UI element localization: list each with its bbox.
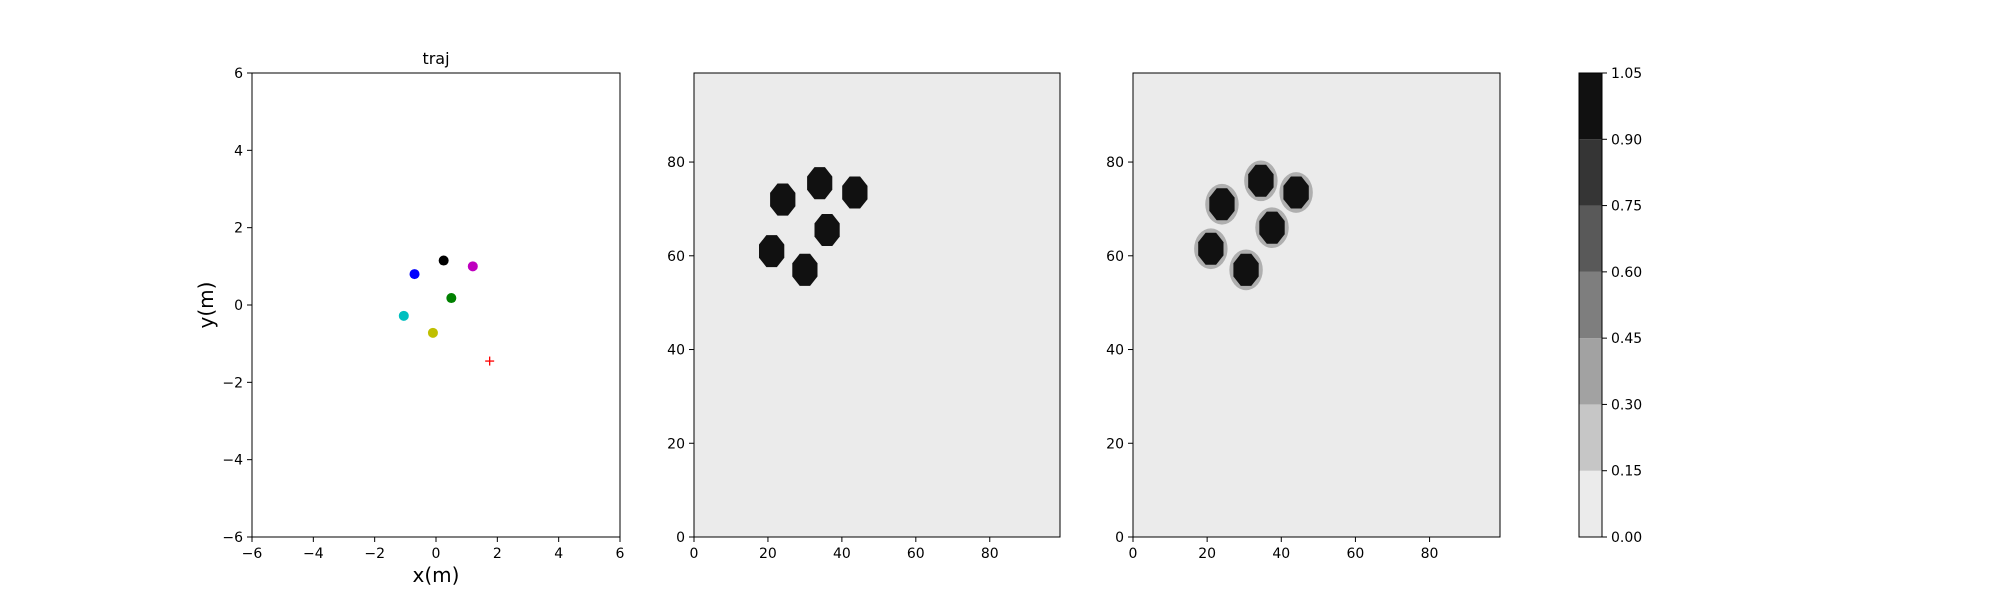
traj-y-ticks: −6 −4 −2 0 2 4 6 [222, 66, 252, 546]
x-tick-label: 2 [493, 546, 502, 562]
heatmap-2-x-ticks: 0 20 40 60 80 [1129, 537, 1439, 562]
scatter-point [446, 293, 457, 304]
traj-points [398, 255, 495, 366]
heatmap-1-y-ticks: 0 20 40 60 80 [667, 155, 694, 546]
colorbar-band [1579, 271, 1602, 339]
y-tick-label: 60 [1106, 249, 1124, 265]
heatmap-1-x-ticks: 0 20 40 60 80 [690, 537, 999, 562]
colorbar-band [1579, 205, 1602, 272]
y-tick-label: 20 [667, 436, 685, 452]
target-plus-marker [485, 356, 495, 366]
x-tick-label: 60 [907, 546, 925, 562]
heatmap-panel-2: 0 20 40 60 80 0 20 40 60 80 [1106, 72, 1501, 562]
heatmap-blob [1248, 164, 1274, 197]
colorbar-tick-label: 0.45 [1611, 331, 1642, 347]
heatmap-blob [1283, 176, 1309, 209]
y-tick-label: 80 [667, 155, 685, 171]
heatmap-2-blobs [1194, 160, 1313, 291]
colorbar-tick-label: 1.05 [1611, 66, 1642, 82]
heatmap-blob [1209, 188, 1235, 221]
traj-y-axis-label: y(m) [194, 282, 218, 329]
colorbar-band [1579, 404, 1602, 471]
colorbar-tick-label: 0.75 [1611, 199, 1642, 215]
colorbar-tick-label: 0.90 [1611, 132, 1642, 148]
x-tick-label: 40 [833, 546, 851, 562]
colorbar-band [1579, 139, 1602, 206]
x-tick-label: 0 [690, 546, 699, 562]
colorbar-ticks: 0.00 0.15 0.30 0.45 0.60 0.75 0.90 1.05 [1602, 66, 1642, 546]
x-tick-label: 6 [616, 546, 625, 562]
colorbar-frame [1578, 72, 1603, 538]
x-tick-label: 20 [759, 546, 777, 562]
heatmap-blob [759, 235, 785, 268]
colorbar-band [1579, 470, 1602, 537]
heatmap-blob [814, 214, 840, 246]
x-tick-label: 80 [1421, 546, 1439, 562]
colorbar: 0.00 0.15 0.30 0.45 0.60 0.75 0.90 1.05 [1578, 66, 1642, 546]
y-tick-label: 20 [1106, 436, 1124, 452]
heatmap-2-y-ticks: 0 20 40 60 80 [1106, 155, 1133, 546]
scatter-point [427, 327, 438, 338]
colorbar-tick-label: 0.15 [1611, 464, 1642, 480]
heatmap-1-background [694, 73, 1060, 537]
x-tick-label: 0 [432, 546, 441, 562]
scatter-point [438, 255, 449, 266]
colorbar-tick-label: 0.00 [1611, 530, 1642, 546]
heatmap-2-background [1133, 73, 1500, 537]
heatmap-blob [770, 183, 796, 216]
x-tick-label: 60 [1347, 546, 1365, 562]
traj-panel: traj −6 −4 −2 0 2 4 6 −6 −4 −2 0 2 4 6 x(m) y(m) [194, 49, 625, 587]
traj-title: traj [422, 49, 449, 68]
x-tick-label: 80 [981, 546, 999, 562]
heatmap-1-axes-frame [693, 72, 1061, 538]
colorbar-tick-label: 0.60 [1611, 265, 1642, 281]
traj-plot-area [252, 73, 620, 537]
y-tick-label: −6 [222, 530, 243, 546]
y-tick-label: 2 [234, 221, 243, 237]
scatter-point [467, 261, 478, 272]
heatmap-2-axes-frame [1132, 72, 1501, 538]
y-tick-label: 60 [667, 249, 685, 265]
x-tick-label: −4 [303, 546, 324, 562]
x-tick-label: 0 [1129, 546, 1138, 562]
y-tick-label: 0 [676, 530, 685, 546]
x-tick-label: 40 [1272, 546, 1290, 562]
scatter-point [398, 310, 409, 321]
heatmap-panel-1: 0 20 40 60 80 0 20 40 60 80 [667, 72, 1061, 562]
y-tick-label: 40 [1106, 343, 1124, 359]
y-tick-label: 6 [234, 66, 243, 82]
colorbar-band [1579, 338, 1602, 405]
y-tick-label: 4 [234, 143, 243, 159]
colorbar-band [1579, 73, 1602, 140]
x-tick-label: −6 [242, 546, 263, 562]
x-tick-label: 4 [554, 546, 563, 562]
scatter-point [409, 269, 420, 280]
colorbar-bands [1579, 73, 1602, 537]
y-tick-label: −4 [222, 453, 243, 469]
heatmap-1-blobs [759, 167, 868, 286]
heatmap-blob [1198, 232, 1224, 265]
heatmap-blob [842, 176, 868, 209]
heatmap-blob [1259, 211, 1285, 244]
traj-x-axis-label: x(m) [413, 563, 460, 587]
y-tick-label: 40 [667, 343, 685, 359]
x-tick-label: −2 [364, 546, 385, 562]
traj-x-ticks: −6 −4 −2 0 2 4 6 [242, 537, 625, 562]
heatmap-blob [792, 253, 818, 286]
y-tick-label: 0 [1115, 530, 1124, 546]
heatmap-blob [1233, 253, 1259, 286]
y-tick-label: −2 [222, 375, 243, 391]
y-tick-label: 80 [1106, 155, 1124, 171]
x-tick-label: 20 [1198, 546, 1216, 562]
colorbar-tick-label: 0.30 [1611, 397, 1642, 413]
y-tick-label: 0 [234, 298, 243, 314]
heatmap-blob [807, 167, 833, 200]
